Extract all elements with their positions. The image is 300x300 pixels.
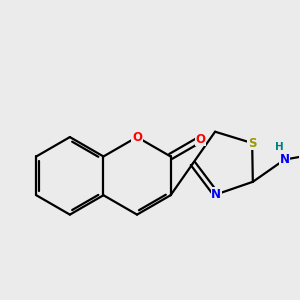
Text: O: O <box>132 130 142 144</box>
Text: O: O <box>195 133 205 146</box>
Text: N: N <box>211 188 221 201</box>
Text: S: S <box>248 136 256 150</box>
Text: H: H <box>275 142 284 152</box>
Text: N: N <box>280 153 290 166</box>
